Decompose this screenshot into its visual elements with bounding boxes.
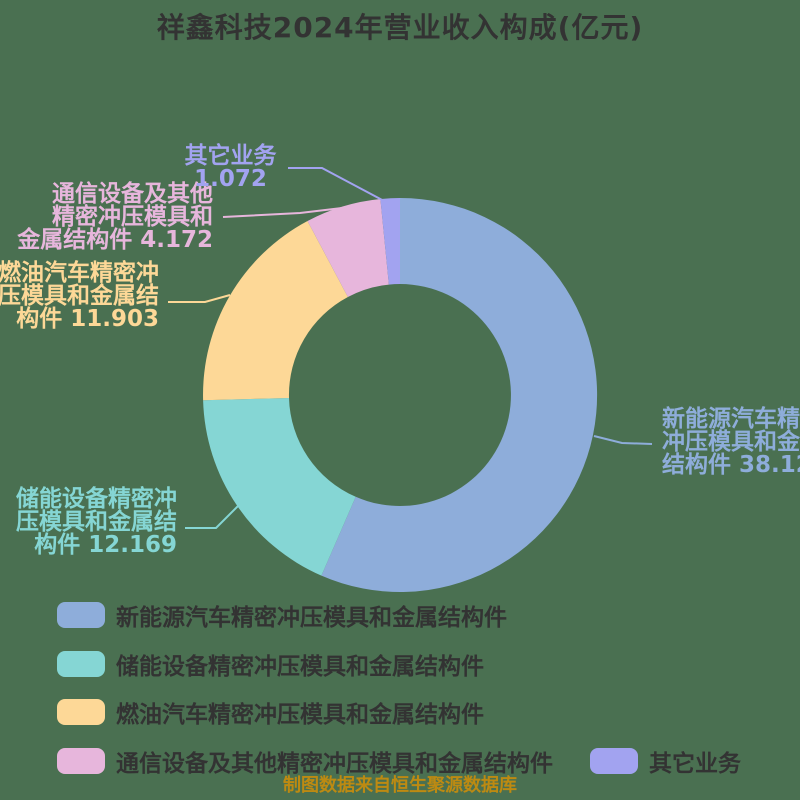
callout-storage-line2: 压模具和金属结	[16, 509, 177, 535]
legend-label-comm: 通信设备及其他精密冲压模具和金属结构件	[116, 751, 553, 777]
legend-swatch-comm	[57, 748, 105, 774]
callout-comm: 通信设备及其他 精密冲压模具和 金属结构件 4.172	[17, 183, 213, 252]
legend-item-other[interactable]: 其它业务	[590, 744, 741, 778]
pie-slice-0[interactable]	[321, 197, 598, 592]
pie-slice-1[interactable]	[203, 398, 356, 576]
callout-storage: 储能设备精密冲 压模具和金属结 构件 12.169	[16, 488, 177, 557]
legend-swatch-other	[590, 748, 638, 774]
legend-label-other: 其它业务	[649, 751, 741, 777]
callout-comm-line1: 通信设备及其他	[52, 181, 213, 207]
leader-line-2	[168, 294, 231, 303]
callout-nev-line1: 新能源汽车精密	[662, 406, 800, 432]
callout-other-value: 1.072	[194, 166, 267, 192]
legend-swatch-storage	[57, 651, 105, 677]
callout-storage-line1: 储能设备精密冲	[16, 486, 177, 512]
pie-slice-3[interactable]	[307, 199, 389, 297]
leader-line-4	[288, 167, 387, 203]
legend-item-storage[interactable]: 储能设备精密冲压模具和金属结构件	[57, 647, 484, 681]
legend-item-comm[interactable]: 通信设备及其他精密冲压模具和金属结构件	[57, 744, 553, 778]
legend-item-fuel[interactable]: 燃油汽车精密冲压模具和金属结构件	[57, 695, 484, 729]
chart-title: 祥鑫科技2024年营业收入构成(亿元)	[156, 11, 644, 44]
leader-line-0	[593, 435, 653, 445]
callout-fuel-line1: 燃油汽车精密冲	[0, 260, 159, 286]
legend-label-fuel: 燃油汽车精密冲压模具和金属结构件	[116, 702, 484, 728]
legend-label-storage: 储能设备精密冲压模具和金属结构件	[116, 654, 484, 680]
legend-item-nev[interactable]: 新能源汽车精密冲压模具和金属结构件	[57, 598, 507, 632]
callout-other: 其它业务 1.072	[148, 145, 313, 191]
pie-slice-2[interactable]	[203, 221, 348, 401]
callout-storage-value: 构件 12.169	[34, 532, 177, 558]
legend-label-nev: 新能源汽车精密冲压模具和金属结构件	[116, 605, 507, 631]
callout-nev-value: 结构件 38.126	[662, 452, 800, 478]
callout-fuel-line2: 压模具和金属结	[0, 283, 159, 309]
callout-fuel: 燃油汽车精密冲 压模具和金属结 构件 11.903	[0, 262, 159, 331]
pie-slice-4[interactable]	[380, 198, 400, 285]
callout-other-line1: 其它业务	[184, 143, 277, 169]
legend-swatch-nev	[57, 602, 105, 628]
callout-fuel-value: 构件 11.903	[16, 306, 159, 332]
callout-comm-value: 金属结构件 4.172	[17, 227, 213, 253]
callout-nev: 新能源汽车精密 冲压模具和金属 结构件 38.126	[662, 408, 800, 477]
leader-line-3	[222, 207, 343, 218]
callout-comm-line2: 精密冲压模具和	[52, 204, 213, 230]
legend-swatch-fuel	[57, 699, 105, 725]
leader-line-1	[185, 505, 239, 529]
data-source-caption: 制图数据来自恒生聚源数据库	[283, 775, 517, 796]
callout-nev-line2: 冲压模具和金属	[662, 429, 800, 455]
